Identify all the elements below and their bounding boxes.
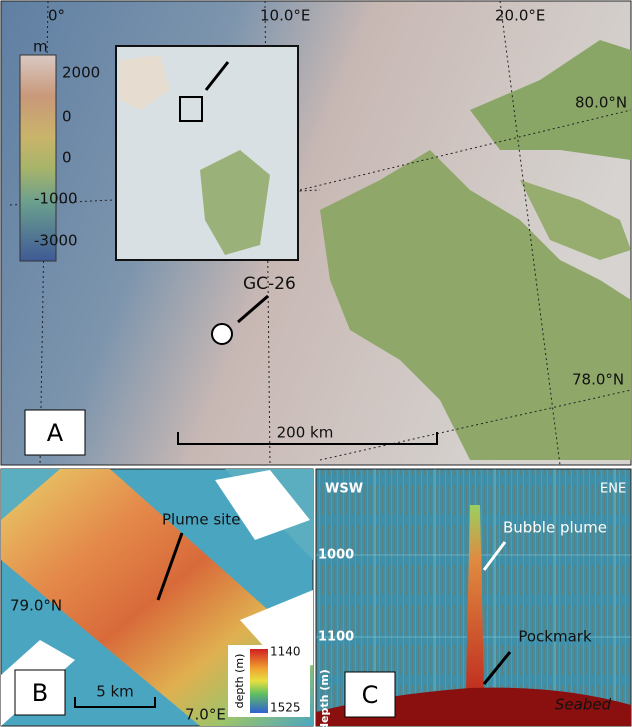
annotation: Bubble plume bbox=[503, 519, 607, 537]
colorbar-label: 1140 bbox=[270, 645, 301, 659]
panel-label: B bbox=[32, 679, 48, 707]
legend-label: -3000 bbox=[34, 232, 78, 250]
legend-label: 0 bbox=[62, 108, 72, 126]
scale-label: 5 km bbox=[96, 683, 134, 701]
grid-label: 79.0°N bbox=[10, 597, 62, 615]
site-label: GC-26 bbox=[243, 274, 296, 294]
annotation: Plume site bbox=[162, 511, 240, 529]
axis-title: depth (m) bbox=[318, 669, 331, 727]
depth-label: 1000 bbox=[318, 548, 354, 563]
legend-unit: m bbox=[33, 38, 48, 56]
grid-label: 7.0°E bbox=[185, 706, 226, 724]
colorbar-title: depth (m) bbox=[233, 654, 246, 709]
scale-label: 200 km bbox=[277, 424, 334, 442]
grid-label: 10.0°E bbox=[260, 7, 310, 25]
grid-label: 0° bbox=[48, 7, 65, 25]
direction: WSW bbox=[325, 482, 363, 497]
legend-label: 2000 bbox=[62, 64, 100, 82]
grid-label: 20.0°E bbox=[495, 7, 545, 25]
annotation: Pockmark bbox=[518, 628, 592, 646]
colorbar-label: 1525 bbox=[270, 701, 301, 715]
colorbar bbox=[250, 649, 268, 713]
annotation: Seabed bbox=[555, 696, 612, 714]
legend-label: -1000 bbox=[34, 190, 78, 208]
panel-b: Plume site 79.0°N 7.0°E 1140 1525 depth … bbox=[1, 469, 313, 726]
grid-label: 78.0°N bbox=[572, 371, 624, 389]
depth-label: 1100 bbox=[318, 630, 354, 645]
legend-bar bbox=[20, 55, 56, 261]
panel-label: A bbox=[47, 419, 64, 447]
direction: ENE bbox=[600, 482, 626, 497]
panel-c: WSW ENE 1000 1100 depth (m) Bubble plume… bbox=[316, 469, 631, 727]
panel-label: C bbox=[362, 681, 379, 709]
figure: m 2000 0 0 -1000 -3000 0° 10.0°E 20.0°E … bbox=[0, 0, 632, 727]
panel-a: m 2000 0 0 -1000 -3000 0° 10.0°E 20.0°E … bbox=[1, 1, 631, 465]
grid-label: 80.0°N bbox=[575, 94, 627, 112]
legend-label: 0 bbox=[62, 149, 72, 167]
site-marker bbox=[212, 324, 232, 344]
